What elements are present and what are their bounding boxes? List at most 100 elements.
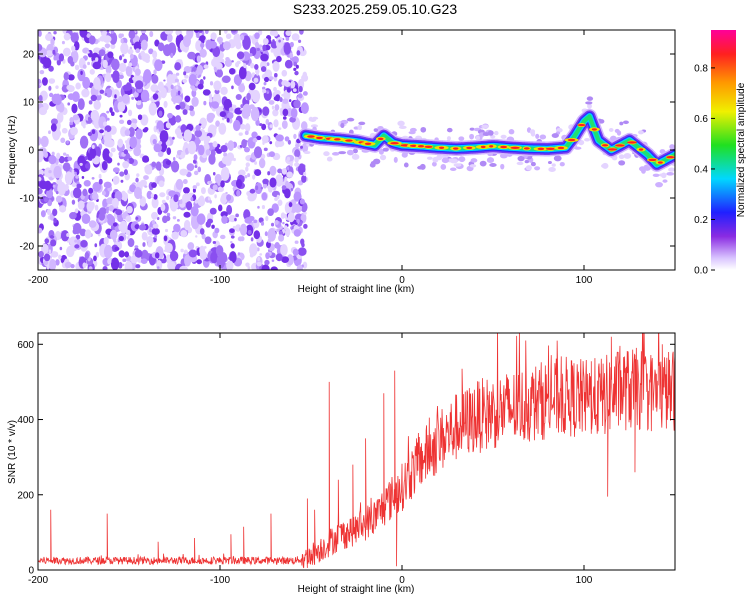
heatmap-noise-cell (84, 252, 90, 260)
heatmap-noise-cell (101, 138, 105, 144)
heatmap-noise-cell (102, 59, 108, 69)
heatmap-noise-cell (186, 163, 195, 172)
heatmap-noise-cell (188, 105, 194, 111)
heatmap-noise-cell (256, 135, 262, 141)
heatmap-noise-cell (203, 100, 207, 106)
heatmap-noise-cell (191, 89, 197, 98)
heatmap-noise-cell (220, 180, 225, 188)
heatmap-noise-cell (135, 216, 139, 220)
heatmap-noise-cell (66, 84, 74, 91)
heatmap-noise-cell (285, 36, 290, 41)
heatmap-noise-cell (208, 180, 213, 184)
heatmap-ridge-halo (668, 167, 675, 172)
heatmap-noise-cell (53, 165, 62, 179)
heatmap-noise-cell (262, 38, 269, 45)
heatmap-noise-cell (100, 30, 103, 33)
heatmap-noise-cell (194, 129, 203, 138)
heatmap-noise-cell (293, 99, 301, 109)
heatmap-noise-cell (178, 101, 186, 110)
heatmap-noise-cell (294, 70, 299, 76)
heatmap-noise-cell (202, 89, 211, 96)
heatmap-noise-cell (287, 212, 295, 223)
heatmap-noise-cell (234, 217, 237, 222)
heatmap-noise-cell (119, 114, 123, 118)
heatmap-noise-cell (163, 100, 168, 108)
heatmap-ridge-halo (652, 173, 660, 177)
heatmap-noise-cell (271, 105, 275, 110)
heatmap-noise-cell (290, 80, 296, 89)
heatmap-noise-cell (217, 204, 223, 212)
heatmap-noise-cell (278, 127, 282, 130)
heatmap-noise-cell (88, 220, 97, 228)
heatmap-noise-cell (82, 188, 88, 197)
heatmap-noise-cell (43, 260, 49, 266)
heatmap-noise-cell (238, 169, 246, 177)
heatmap-noise-cell (278, 234, 285, 242)
heatmap-noise-cell (108, 152, 113, 158)
heatmap-noise-cell (184, 104, 190, 111)
heatmap-noise-cell (45, 33, 54, 41)
heatmap-noise-cell (63, 32, 71, 41)
heatmap-noise-cell (102, 121, 107, 127)
heatmap-noise-cell (220, 234, 226, 240)
heatmap-noise-cell (231, 60, 234, 63)
heatmap-ridge-core (545, 147, 556, 151)
heatmap-noise-cell (197, 166, 202, 173)
heatmap-noise-cell (284, 59, 293, 69)
heatmap-noise-cell (128, 157, 135, 164)
heatmap-noise-cell (170, 84, 174, 90)
heatmap-noise-cell (53, 55, 57, 61)
spectrogram-y-ticks: -20 -10 0 10 20 (20, 50, 675, 253)
heatmap-noise-cell (129, 184, 137, 193)
heatmap-noise-cell (135, 143, 142, 150)
heatmap-noise-cell (187, 242, 195, 251)
heatmap-noise-cell (71, 45, 76, 52)
heatmap-noise-cell (269, 165, 277, 176)
heatmap-noise-cell (74, 239, 78, 243)
heatmap-noise-cell (173, 100, 176, 105)
heatmap-noise-cell (132, 76, 137, 81)
heatmap-noise-cell (112, 222, 118, 227)
heatmap-noise-cell (195, 124, 201, 131)
heatmap-noise-cell (182, 109, 188, 115)
heatmap-noise-cell (128, 62, 133, 67)
heatmap-noise-cell (191, 96, 199, 107)
heatmap-noise-cell (229, 228, 235, 234)
heatmap-noise-cell (294, 149, 301, 158)
heatmap-noise-cell (273, 30, 279, 37)
heatmap-noise-cell (124, 251, 130, 258)
heatmap-ridge-halo (641, 168, 646, 174)
heatmap-noise-cell (149, 30, 154, 38)
heatmap-noise-cell (220, 211, 228, 218)
heatmap-noise-cell (163, 79, 166, 82)
heatmap-noise-cell (144, 164, 153, 175)
heatmap-ridge-core (334, 138, 341, 141)
heatmap-noise-cell (158, 124, 164, 133)
heatmap-noise-cell (240, 108, 243, 111)
heatmap-noise-cell (132, 254, 136, 259)
heatmap-noise-cell (49, 259, 57, 270)
heatmap-noise-cell (70, 61, 75, 67)
heatmap-noise-cell (94, 204, 99, 211)
heatmap-noise-cell (56, 59, 61, 66)
heatmap-noise-cell (199, 35, 206, 41)
x-tick-label: 0 (399, 275, 405, 286)
heatmap-noise-cell (62, 152, 67, 156)
heatmap-noise-cell (211, 224, 215, 229)
heatmap-noise-cell (166, 33, 173, 43)
heatmap-noise-cell (79, 135, 89, 149)
heatmap-noise-cell (196, 259, 202, 265)
heatmap-noise-cell (198, 30, 203, 33)
heatmap-noise-cell (261, 123, 267, 131)
heatmap-noise-cell (62, 162, 71, 172)
heatmap-noise-cell (120, 179, 124, 183)
heatmap-noise-cell (84, 229, 92, 239)
heatmap-ridge-halo (553, 155, 562, 162)
heatmap-noise-cell (130, 255, 138, 264)
heatmap-noise-cell (209, 199, 212, 204)
heatmap-noise-cell (183, 141, 189, 150)
heatmap-noise-cell (281, 168, 288, 175)
heatmap-noise-cell (74, 208, 79, 214)
heatmap-noise-cell (220, 145, 228, 153)
heatmap-noise-cell (200, 187, 206, 195)
